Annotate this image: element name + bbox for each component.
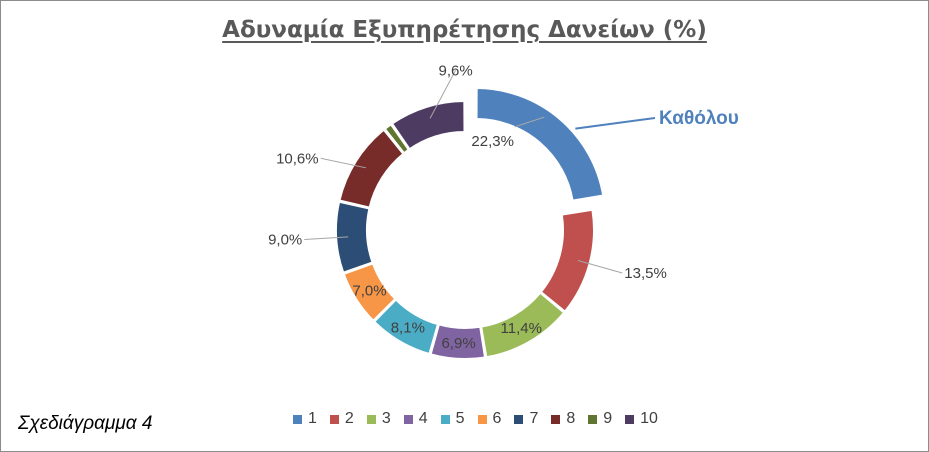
legend-swatch-10 [625,414,635,424]
legend-item-1: 1 [293,410,317,428]
slice-5 [372,298,440,356]
legend-swatch-5 [440,414,450,424]
data-label-7: 9,0% [268,232,302,249]
legend-item-4: 4 [403,410,428,428]
leader-line-10 [429,70,457,119]
legend-swatch-1 [293,414,302,424]
figure-caption: Σχεδιάγραμμα 4 [18,413,153,434]
legend-item-8: 8 [551,410,575,428]
slice-9 [383,122,411,155]
legend-item-10: 10 [625,410,658,428]
data-label-10: 9,6% [439,62,473,79]
legend-label-6: 6 [492,410,502,427]
legend-label-5: 5 [455,410,465,427]
callout-line [575,117,656,130]
legend-swatch-8 [551,414,561,424]
legend-swatch-9 [588,414,598,424]
legend-label-10: 10 [640,410,658,427]
data-label-6: 7,0% [352,282,386,299]
leader-line-7 [304,236,349,241]
leader-line-8 [320,157,367,169]
chart-legend: 1 2 3 4 5 6 7 8 9 10 [293,410,671,428]
slice-1 [475,87,605,202]
legend-item-5: 5 [440,410,465,428]
data-label-8: 10,6% [276,150,319,167]
legend-label-9: 9 [603,410,613,427]
legend-label-2: 2 [344,410,354,427]
data-label-2: 13,5% [624,265,667,282]
leader-line-2 [577,260,623,274]
slice-3 [480,291,566,359]
legend-swatch-4 [403,414,413,424]
legend-item-7: 7 [514,410,538,428]
data-label-5: 8,1% [391,319,425,336]
callout-label: Καθόλου [659,108,739,129]
slice-7 [335,200,374,274]
data-label-1: 22,3% [471,133,514,150]
legend-item-9: 9 [588,410,612,428]
slice-4 [429,323,487,360]
legend-swatch-3 [366,414,376,424]
legend-label-1: 1 [308,410,317,427]
legend-item-3: 3 [366,410,391,428]
data-label-3: 11,4% [501,320,542,337]
legend-swatch-2 [329,414,339,424]
slice-6 [342,262,397,323]
legend-label-4: 4 [418,410,428,427]
leader-line-1 [514,116,545,128]
data-label-4: 6,9% [441,335,475,352]
slice-10 [390,99,466,151]
legend-swatch-6 [477,414,487,424]
legend-label-7: 7 [529,410,539,427]
legend-item-6: 6 [477,410,502,428]
legend-item-2: 2 [329,410,354,428]
slice-2 [539,208,595,313]
slice-8 [338,128,405,209]
legend-swatch-7 [514,414,524,424]
legend-label-3: 3 [381,410,391,427]
chart-title: Αδυναμία Εξυπηρέτησης Δανείων (%) [222,17,707,43]
legend-label-8: 8 [566,410,576,427]
